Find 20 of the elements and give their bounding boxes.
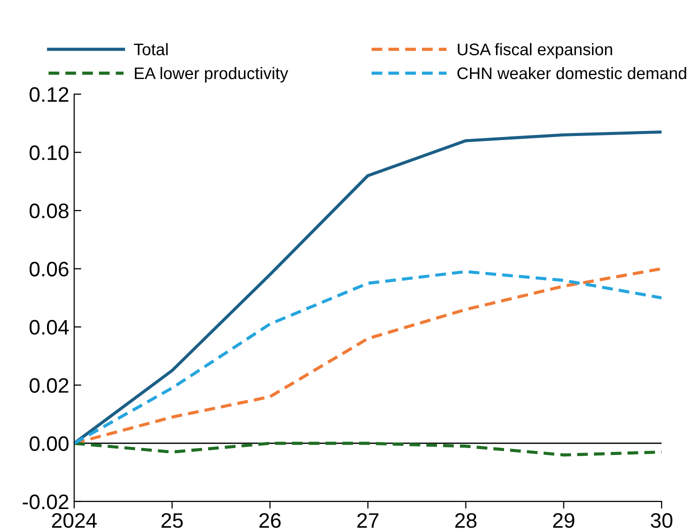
y-tick-label: 0.04 bbox=[30, 320, 69, 335]
x-tick-label: 25 bbox=[162, 513, 183, 528]
y-tick-label: 0.12 bbox=[30, 87, 68, 102]
x-tick-label: 30 bbox=[650, 513, 672, 528]
legend-label: Total bbox=[134, 43, 168, 56]
y-tick-label: 0.00 bbox=[30, 436, 69, 452]
y-tick-label: 0.10 bbox=[30, 145, 69, 160]
y-tick-label: 0.08 bbox=[30, 204, 68, 218]
x-tick-label: 26 bbox=[259, 513, 281, 528]
legend-label: CHN weaker domestic demand bbox=[457, 66, 686, 80]
y-tick-label: 0.02 bbox=[30, 378, 68, 393]
y-tick-label: -0.02 bbox=[22, 494, 68, 510]
x-tick-label: 2024 bbox=[52, 513, 97, 528]
line-series bbox=[74, 442, 662, 456]
legend-label: USA fiscal expansion bbox=[458, 43, 612, 59]
y-tick-label: 0.06 bbox=[30, 262, 68, 276]
x-tick-label: 27 bbox=[357, 513, 378, 528]
x-tick-label: 29 bbox=[553, 513, 574, 528]
x-tick-label: 28 bbox=[455, 513, 476, 528]
legend-label: EA lower productivity bbox=[134, 66, 288, 82]
